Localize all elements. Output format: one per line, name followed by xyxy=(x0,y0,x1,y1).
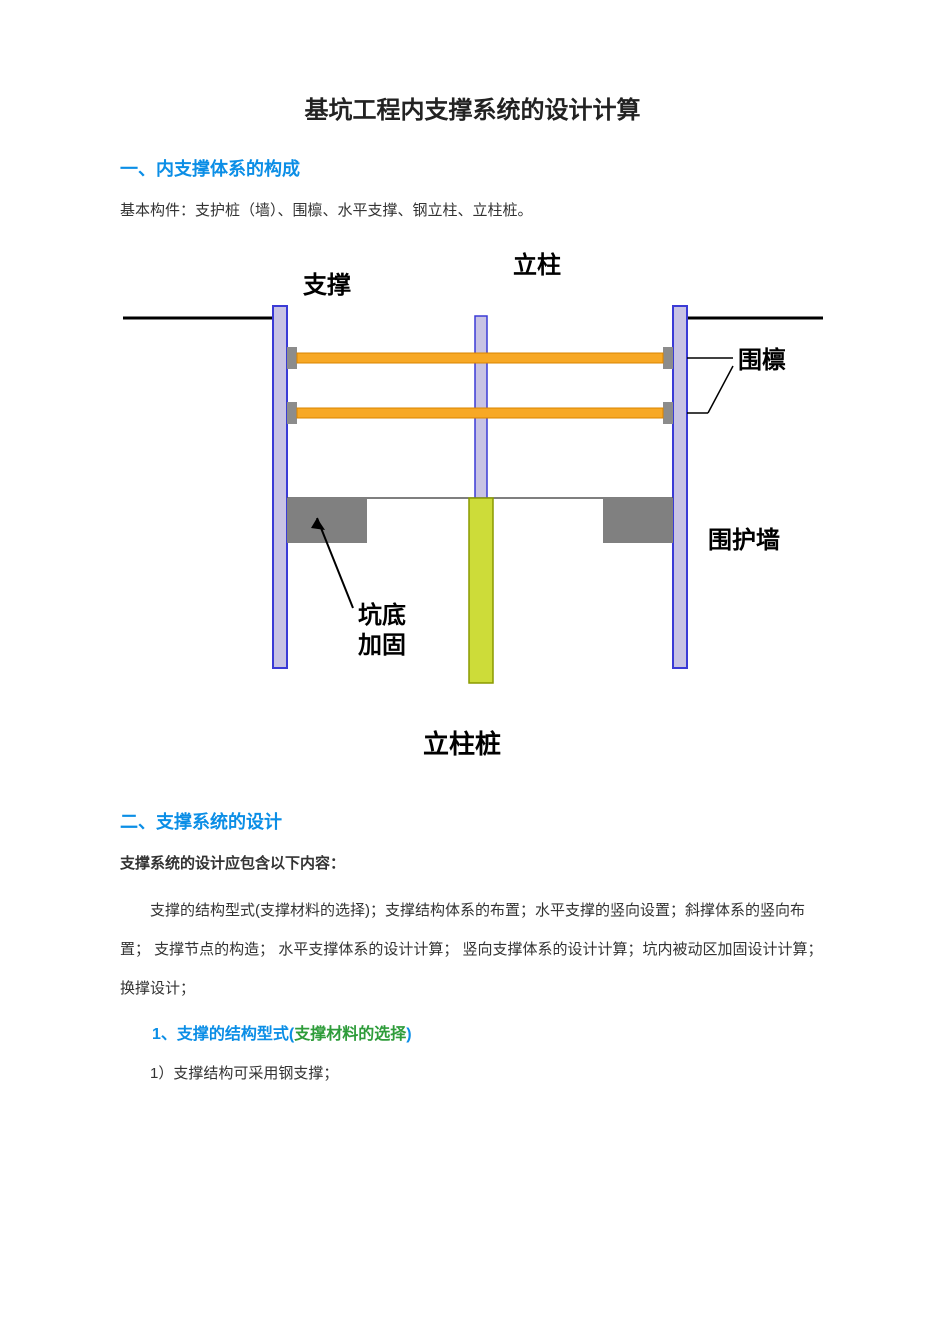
item1-text3: ) xyxy=(406,1026,411,1043)
svg-text:坑底: 坑底 xyxy=(358,601,406,629)
item1-text2: 支撑材料的选择 xyxy=(294,1026,406,1043)
section2-para: 支撑的结构型式(支撑材料的选择)；支撑结构体系的布置；水平支撑的竖向设置；斜撑体… xyxy=(120,891,825,1008)
item1-num: 1、 xyxy=(152,1026,177,1043)
svg-text:围檩: 围檩 xyxy=(738,346,786,374)
page-title: 基坑工程内支撑系统的设计计算 xyxy=(120,90,825,125)
diagram-container: 支撑 立柱围檩围护墙坑底加固立柱桩 xyxy=(120,238,825,778)
item1-text1: 支撑的结构型式( xyxy=(177,1026,294,1043)
svg-text:支撑: 支撑 xyxy=(303,272,351,299)
svg-text:围护墙: 围护墙 xyxy=(708,526,780,554)
support-diagram: 支撑 立柱围檩围护墙坑底加固立柱桩 xyxy=(123,238,823,778)
section1-heading: 一、内支撑体系的构成 xyxy=(120,155,825,181)
item1-sub1: 1）支撑结构可采用钢支撑； xyxy=(120,1062,825,1083)
section2-subheading: 支撑系统的设计应包含以下内容： xyxy=(120,852,825,873)
svg-text:立柱: 立柱 xyxy=(513,251,561,279)
svg-text:加固: 加固 xyxy=(358,632,406,659)
section2-heading: 二、支撑系统的设计 xyxy=(120,808,825,834)
svg-text:立柱桩: 立柱桩 xyxy=(423,729,501,759)
section2-item1: 1、支撑的结构型式(支撑材料的选择) xyxy=(120,1020,825,1044)
section1-body: 基本构件：支护桩（墙）、围檩、水平支撑、钢立柱、立柱桩。 xyxy=(120,199,825,220)
